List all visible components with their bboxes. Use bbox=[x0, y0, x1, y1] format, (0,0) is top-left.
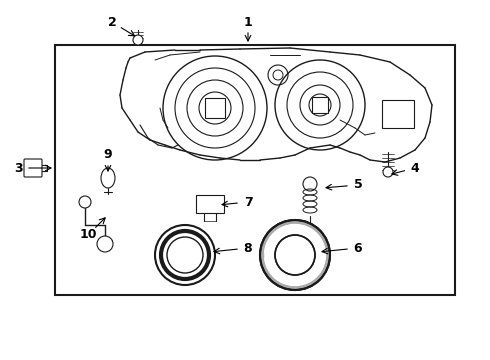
Text: 8: 8 bbox=[244, 242, 252, 255]
Text: 10: 10 bbox=[79, 229, 97, 242]
FancyBboxPatch shape bbox=[205, 98, 225, 118]
Text: 6: 6 bbox=[354, 242, 362, 255]
Bar bbox=[55, 45, 455, 295]
Circle shape bbox=[303, 177, 317, 191]
Text: 9: 9 bbox=[104, 148, 112, 162]
Circle shape bbox=[133, 35, 143, 45]
Text: 3: 3 bbox=[14, 162, 23, 175]
Text: 5: 5 bbox=[354, 179, 363, 192]
FancyBboxPatch shape bbox=[382, 100, 414, 128]
Text: 2: 2 bbox=[108, 15, 117, 28]
Circle shape bbox=[97, 236, 113, 252]
Circle shape bbox=[79, 196, 91, 208]
Text: 1: 1 bbox=[244, 15, 252, 28]
Text: 4: 4 bbox=[411, 162, 419, 175]
Circle shape bbox=[383, 167, 393, 177]
FancyBboxPatch shape bbox=[24, 159, 42, 177]
Text: 7: 7 bbox=[244, 195, 252, 208]
FancyBboxPatch shape bbox=[196, 195, 224, 213]
FancyBboxPatch shape bbox=[312, 97, 328, 113]
